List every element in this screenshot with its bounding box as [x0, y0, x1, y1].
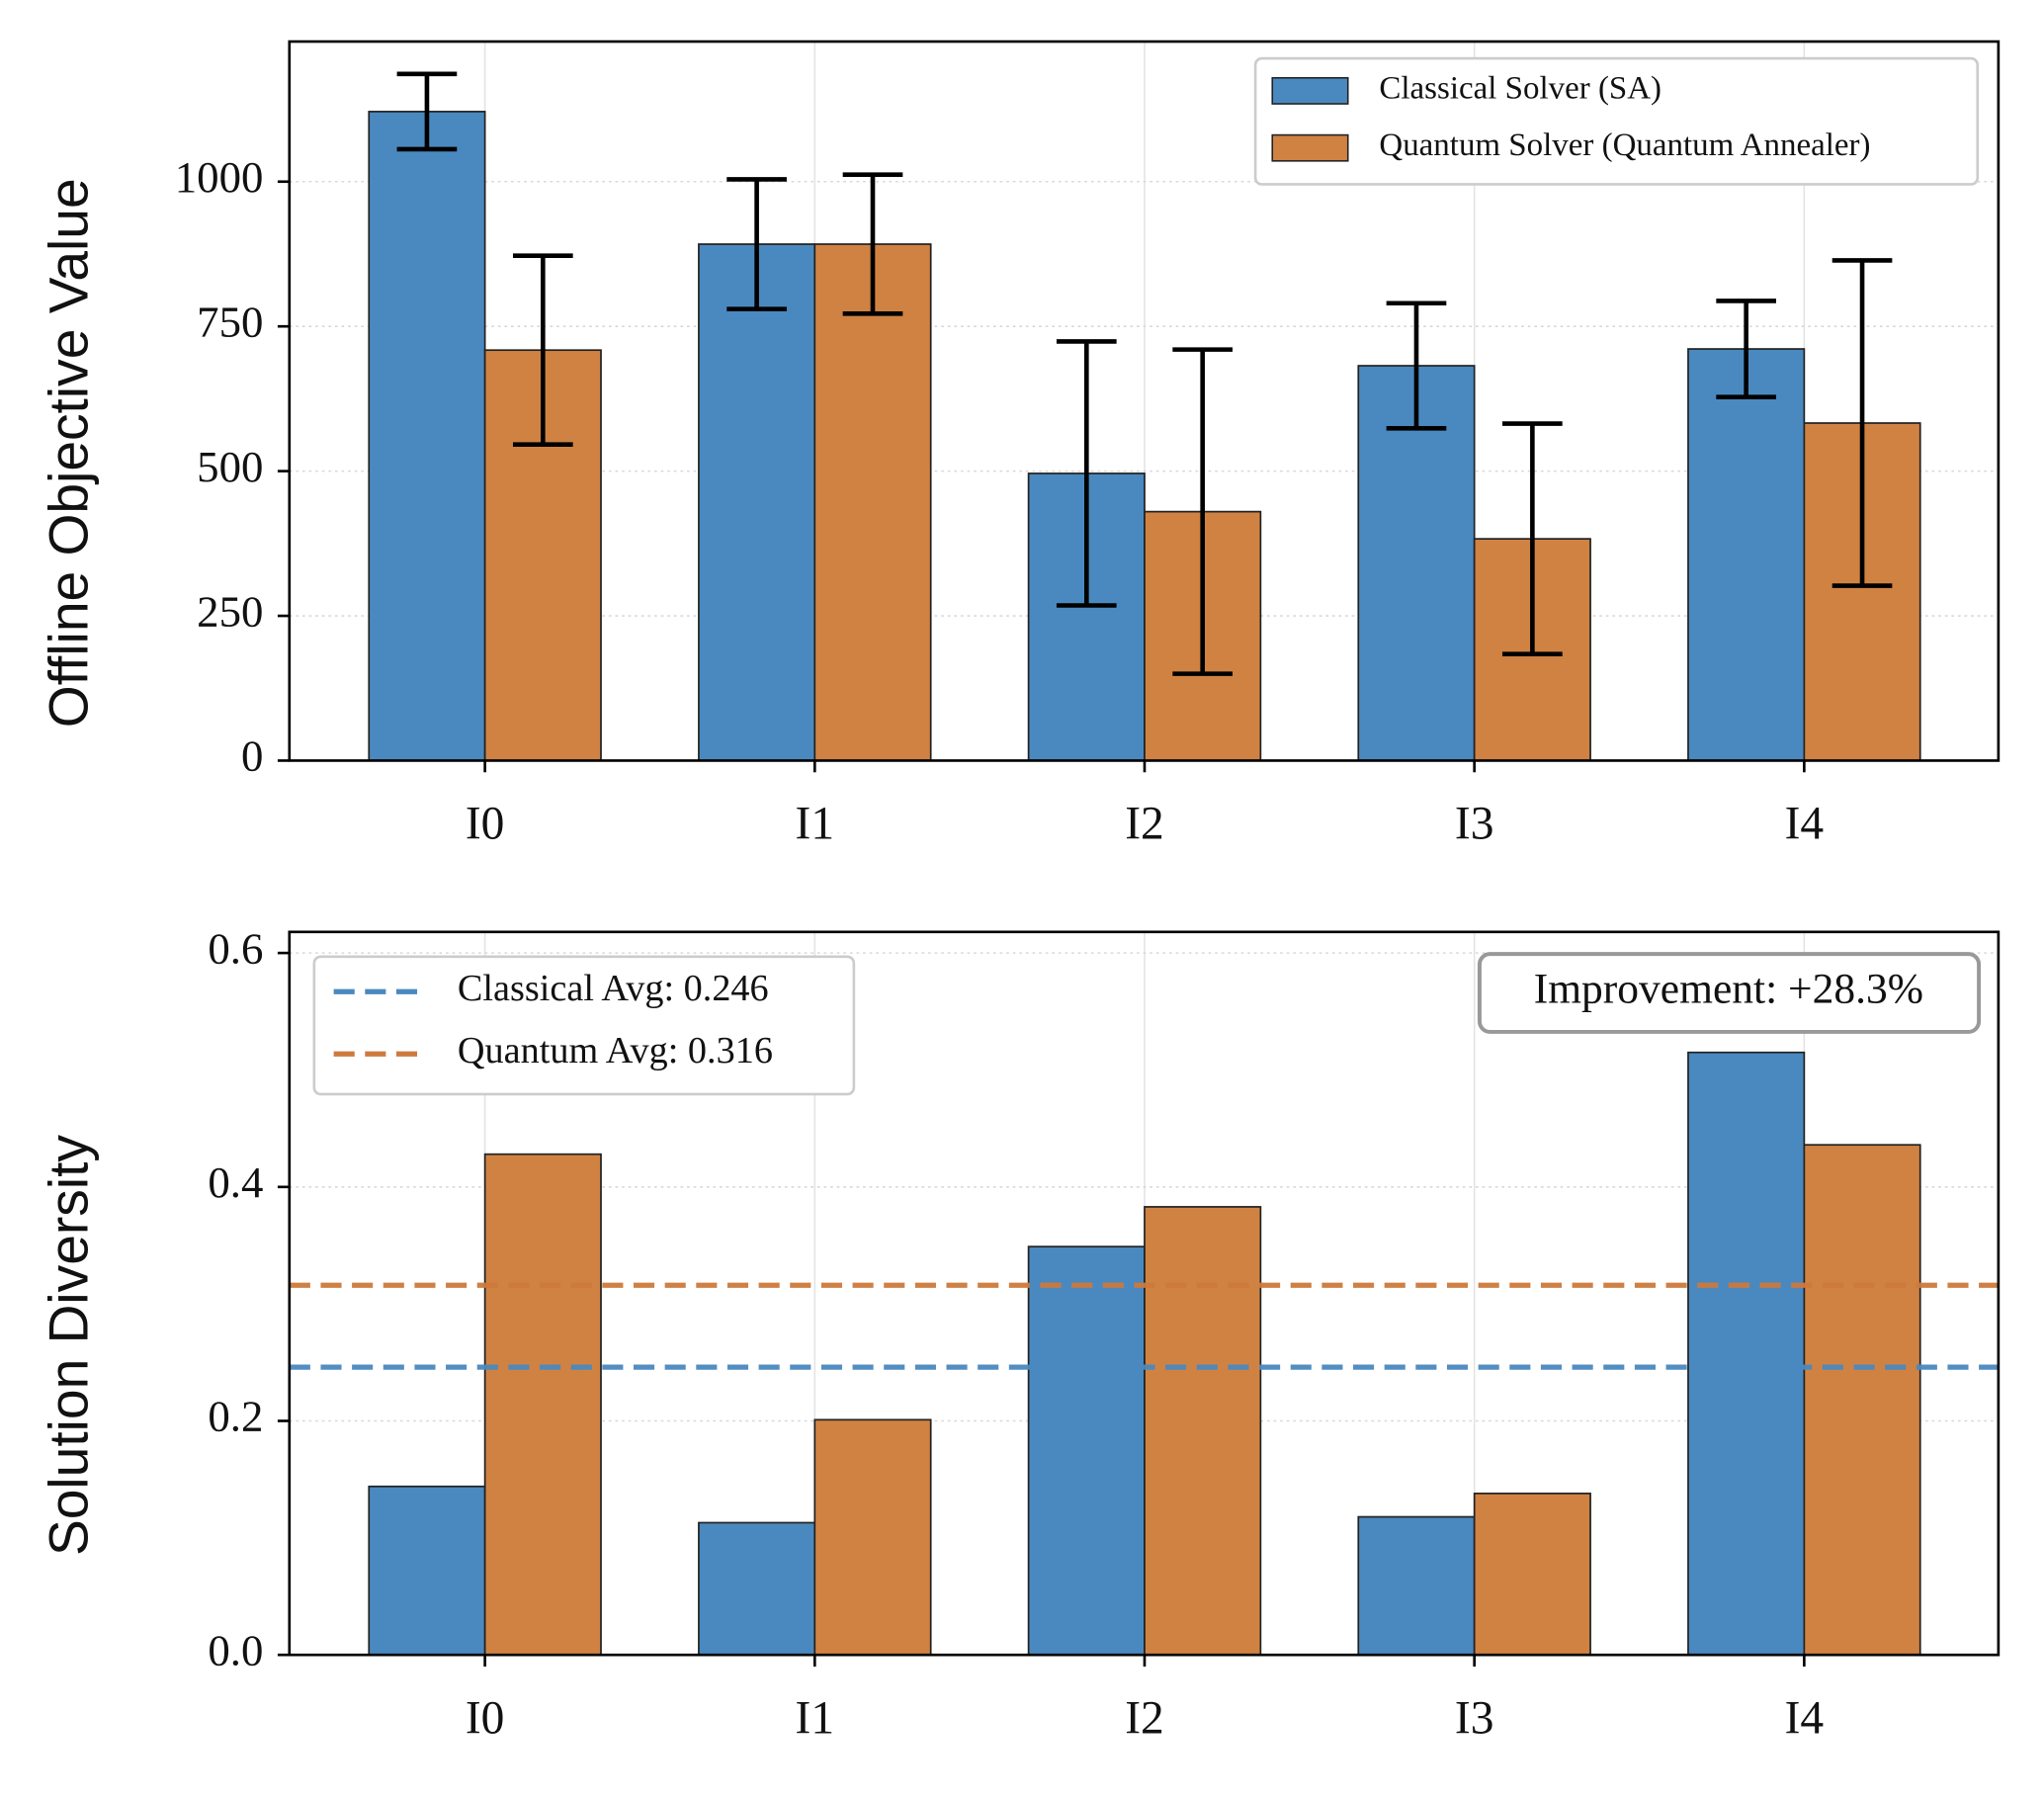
bar	[368, 111, 486, 762]
y-tick-label: 0.0	[208, 1626, 263, 1675]
y-axis-label: Offline Objective Value	[38, 178, 99, 728]
x-tick-label: I0	[466, 1692, 505, 1744]
y-tick-label: 500	[197, 442, 263, 491]
bar	[1687, 1051, 1806, 1657]
x-tick-label: I2	[1125, 799, 1164, 850]
annotation-box	[1477, 952, 1982, 1034]
legend-label: Quantum Avg: 0.316	[458, 1030, 773, 1071]
x-tick-label: I2	[1125, 1692, 1164, 1744]
bar	[483, 1153, 602, 1657]
y-tick-label: 0.6	[208, 923, 263, 973]
error-bar	[726, 177, 787, 311]
y-tick-label: 750	[197, 298, 263, 347]
x-tick-label: I0	[466, 799, 505, 850]
error-bar	[1716, 299, 1777, 399]
y-tick-label: 0	[241, 731, 263, 781]
x-tick-label: I1	[796, 1692, 835, 1744]
legend-label: Quantum Solver (Quantum Annealer)	[1379, 128, 1870, 163]
x-tick-label: I4	[1785, 1692, 1825, 1744]
error-bar	[1502, 421, 1563, 657]
bar	[1144, 1206, 1262, 1657]
y-tick-label: 0.2	[208, 1392, 263, 1441]
bar	[368, 1485, 486, 1657]
x-tick-label: I4	[1785, 799, 1825, 850]
legend-label: Classical Solver (SA)	[1379, 71, 1661, 107]
bar	[698, 243, 816, 762]
legend-box	[312, 955, 856, 1096]
bar	[698, 1521, 816, 1657]
error-bar	[1386, 300, 1447, 431]
y-tick-label: 0.4	[208, 1157, 263, 1207]
annotation: Improvement: +28.3%	[1477, 952, 1982, 1034]
y-axis-label: Solution Diversity	[38, 1135, 99, 1556]
y-tick-label: 250	[197, 586, 263, 636]
legend-swatch	[1271, 76, 1349, 105]
error-bar	[1172, 347, 1234, 676]
bar	[1473, 1493, 1591, 1657]
legend-label: Classical Avg: 0.246	[458, 968, 769, 1009]
error-bar	[1056, 339, 1117, 608]
error-bar	[396, 71, 458, 152]
bar	[1027, 1245, 1146, 1657]
plot-root: 0 250 500 750 1000 I0 I1 I2 I3 I4 Offline Objectiv…	[38, 40, 2001, 1744]
bar	[1357, 365, 1476, 762]
annotation-text: Improvement: +28.3%	[1534, 966, 1923, 1013]
error-bar	[842, 172, 903, 316]
x-tick-label: I3	[1455, 799, 1494, 850]
error-bar	[512, 253, 573, 447]
x-tick-label: I3	[1455, 1692, 1494, 1744]
bar	[813, 243, 932, 762]
legend: Classical Avg: 0.246 Quantum Avg: 0.316	[312, 955, 856, 1096]
error-bar	[1831, 258, 1893, 588]
bar	[1357, 1515, 1476, 1657]
x-tick-label: I1	[796, 799, 835, 850]
bar	[813, 1418, 932, 1657]
bar	[1687, 348, 1806, 762]
bar	[1803, 1144, 1921, 1657]
legend-box	[1253, 56, 1980, 186]
y-tick-label: 1000	[175, 152, 264, 202]
legend-swatch	[1271, 133, 1349, 162]
legend: Classical Solver (SA) Quantum Solver (Qua…	[1253, 56, 1980, 186]
